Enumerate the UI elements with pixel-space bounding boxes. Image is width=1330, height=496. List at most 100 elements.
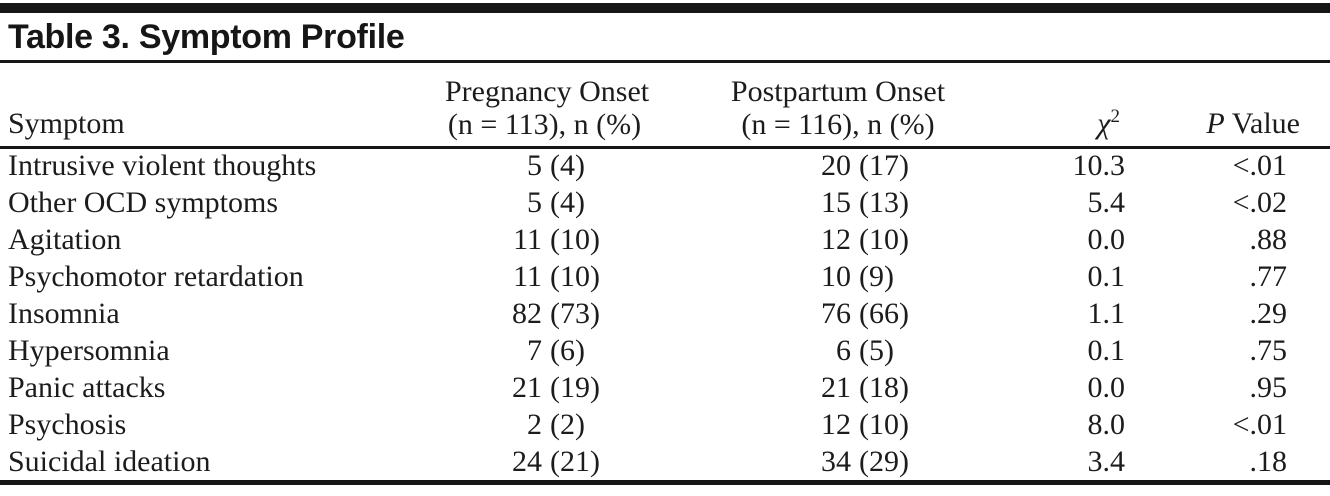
postpartum-pct-value: (66): [859, 296, 909, 330]
column-header-pregnancy-onset: Pregnancy Onset (n = 113), n (%): [445, 63, 680, 149]
postpartum-onset-cell: 12 (10): [680, 406, 980, 443]
p-value-cell: <.02: [1232, 185, 1287, 219]
postpartum-pct-value: (5): [859, 333, 894, 367]
symptom-cell: Intrusive violent thoughts: [8, 149, 317, 183]
chi-square-cell: 0.1: [1087, 259, 1126, 293]
p-value-cell: .75: [1249, 333, 1288, 367]
pregnancy-onset-cell: 24 (21): [445, 443, 680, 480]
pregnancy-pct-value: (10): [550, 222, 600, 256]
postpartum-pct-value: (13): [859, 185, 909, 219]
chi-symbol: χ: [1097, 106, 1111, 140]
pregnancy-n-value: 5: [527, 149, 542, 183]
postpartum-onset-cell: 12 (10): [680, 221, 980, 258]
top-rule: [0, 3, 1330, 13]
postpartum-n-value: 15: [821, 185, 851, 219]
table-row: Hypersomnia 7 (6) 6 (5) 0.1 .75: [0, 332, 1330, 369]
table-row: Psychosis 2 (2) 12 (10) 8.0 <.01: [0, 406, 1330, 443]
chi-square-cell: 10.3: [1072, 149, 1126, 183]
p-value-cell: .95: [1249, 370, 1288, 404]
column-header-postpartum-onset: Postpartum Onset (n = 116), n (%): [680, 63, 980, 149]
symptom-cell: Panic attacks: [8, 370, 166, 404]
chi-square-cell: 5.4: [1087, 185, 1126, 219]
symptom-cell: Hypersomnia: [8, 333, 170, 367]
postpartum-pct-value: (10): [859, 407, 909, 441]
postpartum-n-value: 10: [821, 259, 851, 293]
postpartum-n-value: 21: [821, 370, 851, 404]
table-row: Psychomotor retardation 11 (10) 10 (9) 0.1…: [0, 258, 1330, 295]
column-header-p-value: P Value: [1145, 63, 1330, 149]
pregnancy-n-value: 24: [512, 444, 542, 478]
header-row: Symptom Pregnancy Onset (n = 113), n (%)…: [0, 63, 1330, 149]
postpartum-onset-cell: 21 (18): [680, 369, 980, 406]
postpartum-pct-value: (10): [859, 222, 909, 256]
pregnancy-onset-cell: 2 (2): [445, 406, 680, 443]
pregnancy-pct-value: (10): [550, 259, 600, 293]
pregnancy-pct-value: (4): [550, 149, 585, 183]
pregnancy-pct-value: (4): [550, 185, 585, 219]
postpartum-onset-cell: 76 (66): [680, 295, 980, 332]
p-value-cell: .18: [1249, 444, 1288, 478]
table-body: Intrusive violent thoughts 5 (4) 20 (17) 1…: [0, 147, 1330, 480]
postpartum-onset-cell: 20 (17): [680, 147, 980, 184]
p-value-cell: <.01: [1232, 149, 1287, 183]
postpartum-n-value: 76: [821, 296, 851, 330]
postpartum-n-value: 6: [836, 333, 851, 367]
postpartum-pct-value: (9): [859, 259, 894, 293]
chi-square-cell: 8.0: [1087, 407, 1126, 441]
pregnancy-n-value: 7: [527, 333, 542, 367]
symptom-cell: Other OCD symptoms: [8, 185, 278, 219]
chi-square-cell: 3.4: [1087, 444, 1126, 478]
table-row: Other OCD symptoms 5 (4) 15 (13) 5.4 <.02: [0, 184, 1330, 221]
pregnancy-n-value: 82: [512, 296, 542, 330]
table-row: Insomnia 82 (73) 76 (66) 1.1 .29: [0, 295, 1330, 332]
table-row: Intrusive violent thoughts 5 (4) 20 (17) 1…: [0, 147, 1330, 184]
chi-square-cell: 0.1: [1087, 333, 1126, 367]
symptom-cell: Psychosis: [8, 407, 127, 441]
table-title: Table 3. Symptom Profile: [8, 18, 405, 56]
p-value-cell: .88: [1249, 222, 1288, 256]
pregnancy-pct-value: (6): [550, 333, 585, 367]
pregnancy-n-value: 2: [527, 407, 542, 441]
symptom-table: Symptom Pregnancy Onset (n = 113), n (%)…: [0, 63, 1330, 480]
symptom-cell: Psychomotor retardation: [8, 259, 304, 293]
symptom-cell: Agitation: [8, 222, 122, 256]
pregnancy-onset-cell: 21 (19): [445, 369, 680, 406]
bottom-rule: [0, 480, 1330, 485]
table-row: Panic attacks 21 (19) 21 (18) 0.0 .95: [0, 369, 1330, 406]
p-value-cell: .77: [1249, 259, 1288, 293]
p-symbol: P: [1206, 106, 1225, 140]
pregnancy-n-value: 5: [527, 185, 542, 219]
pregnancy-onset-cell: 5 (4): [445, 147, 680, 184]
postpartum-onset-cell: 10 (9): [680, 258, 980, 295]
table-row: Suicidal ideation 24 (21) 34 (29) 3.4 .18: [0, 443, 1330, 480]
table-row: Agitation 11 (10) 12 (10) 0.0 .88: [0, 221, 1330, 258]
p-value-cell: .29: [1249, 296, 1288, 330]
pregnancy-pct-value: (21): [550, 444, 600, 478]
postpartum-onset-cell: 6 (5): [680, 332, 980, 369]
chi-square-cell: 1.1: [1087, 296, 1126, 330]
pregnancy-onset-cell: 7 (6): [445, 332, 680, 369]
postpartum-onset-cell: 15 (13): [680, 184, 980, 221]
postpartum-header-line1: Postpartum Onset: [730, 74, 946, 108]
chi-square-cell: 0.0: [1087, 222, 1126, 256]
pregnancy-header-line1: Pregnancy Onset: [445, 74, 650, 108]
pregnancy-pct-value: (2): [550, 407, 585, 441]
pregnancy-n-value: 21: [512, 370, 542, 404]
pregnancy-n-value: 11: [513, 222, 542, 256]
p-value-cell: <.01: [1232, 407, 1287, 441]
pregnancy-onset-cell: 5 (4): [445, 184, 680, 221]
symptom-cell: Suicidal ideation: [8, 444, 211, 478]
chi-exponent: 2: [1110, 105, 1121, 127]
postpartum-n-value: 12: [821, 407, 851, 441]
pregnancy-onset-cell: 11 (10): [445, 258, 680, 295]
chi-square-cell: 0.0: [1087, 370, 1126, 404]
postpartum-n-value: 34: [821, 444, 851, 478]
postpartum-n-value: 20: [821, 149, 851, 183]
postpartum-n-value: 12: [821, 222, 851, 256]
title-rule: [0, 60, 1330, 63]
pregnancy-pct-value: (73): [550, 296, 600, 330]
pregnancy-onset-cell: 11 (10): [445, 221, 680, 258]
table-header: Symptom Pregnancy Onset (n = 113), n (%)…: [0, 63, 1330, 149]
pregnancy-header-line2: (n = 113), n (%): [447, 107, 642, 141]
